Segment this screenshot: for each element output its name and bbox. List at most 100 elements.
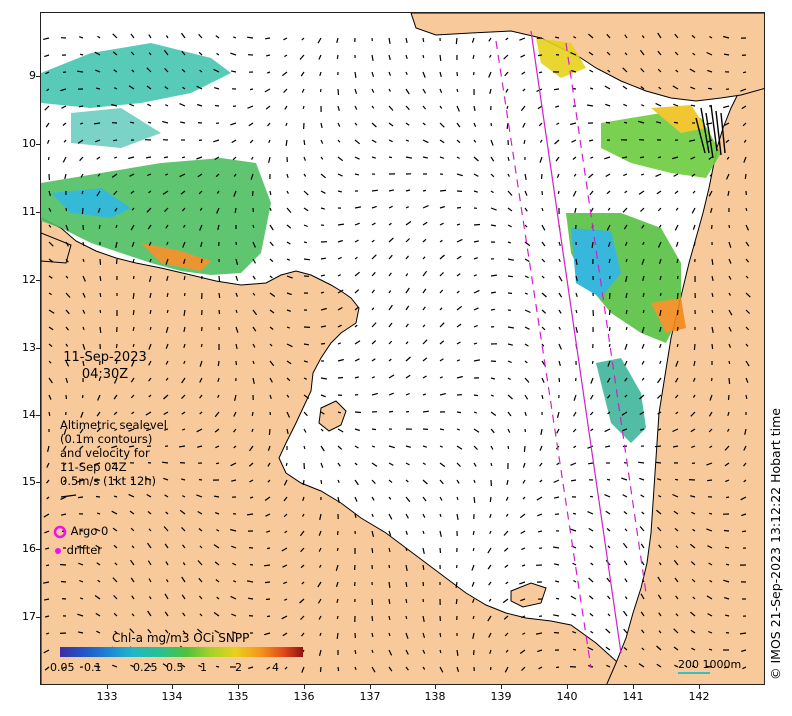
- velocity-arrow: [319, 666, 322, 673]
- velocity-arrow: [745, 207, 748, 212]
- velocity-arrow: [723, 579, 730, 583]
- velocity-arrow: [488, 632, 492, 638]
- velocity-arrow: [213, 139, 220, 143]
- velocity-arrow: [640, 173, 645, 176]
- velocity-arrow: [642, 241, 645, 245]
- velocity-arrow: [742, 122, 747, 127]
- velocity-arrow: [214, 512, 220, 515]
- velocity-arrow: [63, 479, 67, 483]
- velocity-arrow: [231, 545, 237, 549]
- velocity-arrow: [473, 307, 479, 311]
- velocity-arrow: [689, 68, 696, 73]
- velocity-arrow: [269, 190, 272, 196]
- velocity-arrow: [745, 258, 750, 263]
- velocity-arrow: [388, 322, 393, 328]
- x-tick-mark: [304, 685, 305, 689]
- velocity-arrow: [371, 358, 376, 362]
- velocity-arrow: [371, 205, 377, 209]
- velocity-arrow: [524, 309, 531, 314]
- velocity-arrow: [625, 292, 628, 299]
- velocity-arrow: [640, 67, 645, 73]
- velocity-arrow: [213, 544, 220, 549]
- velocity-arrow: [217, 360, 220, 367]
- velocity-arrow: [198, 528, 203, 532]
- y-tick-label: 9: [29, 69, 36, 82]
- velocity-arrow: [489, 666, 492, 671]
- velocity-arrow: [724, 666, 730, 669]
- velocity-arrow: [218, 292, 221, 299]
- velocity-arrow: [199, 207, 203, 211]
- velocity-arrow: [570, 479, 577, 482]
- velocity-arrow: [165, 343, 169, 349]
- velocity-arrow: [215, 665, 220, 668]
- velocity-arrow: [456, 479, 460, 484]
- velocity-arrow: [113, 612, 118, 617]
- velocity-arrow: [641, 360, 645, 365]
- velocity-arrow: [284, 598, 288, 601]
- velocity-arrow: [165, 104, 169, 107]
- velocity-arrow: [558, 309, 562, 314]
- velocity-arrow: [740, 496, 747, 501]
- velocity-arrow: [265, 513, 271, 517]
- velocity-arrow: [658, 258, 662, 264]
- velocity-arrow: [148, 664, 152, 668]
- velocity-arrow: [183, 343, 186, 348]
- velocity-arrow: [473, 289, 480, 294]
- velocity-arrow: [318, 54, 322, 60]
- velocity-arrow: [422, 479, 428, 485]
- velocity-arrow: [303, 411, 308, 417]
- velocity-arrow: [642, 275, 645, 281]
- velocity-arrow: [709, 579, 713, 583]
- velocity-arrow: [198, 478, 203, 481]
- velocity-arrow: [641, 224, 645, 229]
- velocity-arrow: [337, 411, 342, 414]
- velocity-arrow: [507, 190, 513, 196]
- velocity-arrow: [506, 105, 509, 110]
- velocity-arrow: [46, 88, 50, 92]
- velocity-arrow: [708, 428, 713, 433]
- velocity-arrow: [371, 189, 378, 192]
- velocity-arrow: [128, 156, 135, 160]
- velocity-arrow: [745, 343, 749, 347]
- velocity-arrow: [282, 632, 288, 637]
- velocity-arrow: [422, 530, 425, 535]
- velocity-arrow: [674, 190, 679, 195]
- velocity-arrow: [405, 581, 408, 587]
- velocity-arrow: [320, 342, 326, 345]
- velocity-arrow: [656, 645, 662, 651]
- colorbar-tick-label: 1: [200, 661, 207, 674]
- legend-description: Altimetric sealevel (0.1m contours) and …: [60, 418, 167, 502]
- velocity-arrow: [659, 275, 662, 281]
- velocity-arrow: [63, 139, 67, 143]
- velocity-arrow: [388, 340, 393, 345]
- velocity-arrow: [163, 394, 169, 400]
- velocity-arrow: [405, 305, 410, 311]
- velocity-arrow: [130, 478, 135, 481]
- velocity-arrow: [43, 649, 50, 654]
- velocity-arrow: [473, 479, 476, 484]
- velocity-arrow: [658, 630, 662, 634]
- velocity-arrow: [335, 564, 339, 571]
- velocity-arrow: [659, 343, 662, 349]
- velocity-arrow: [96, 428, 101, 433]
- velocity-arrow: [740, 88, 747, 92]
- velocity-arrow: [164, 593, 169, 600]
- velocity-arrow: [318, 564, 322, 568]
- velocity-arrow: [405, 462, 410, 466]
- velocity-arrow: [521, 666, 526, 672]
- velocity-arrow: [574, 207, 577, 213]
- velocity-arrow: [473, 240, 480, 243]
- velocity-arrow: [267, 462, 271, 467]
- velocity-arrow: [337, 239, 343, 243]
- velocity-arrow: [249, 139, 254, 144]
- velocity-arrow: [198, 33, 203, 39]
- velocity-arrow: [113, 377, 118, 384]
- velocity-arrow: [48, 275, 53, 279]
- velocity-arrow: [519, 37, 526, 41]
- velocity-arrow: [371, 254, 377, 260]
- velocity-arrow: [182, 224, 186, 228]
- velocity-arrow: [638, 120, 645, 124]
- velocity-arrow: [608, 326, 611, 332]
- velocity-arrow: [149, 292, 152, 299]
- velocity-arrow: [320, 479, 323, 485]
